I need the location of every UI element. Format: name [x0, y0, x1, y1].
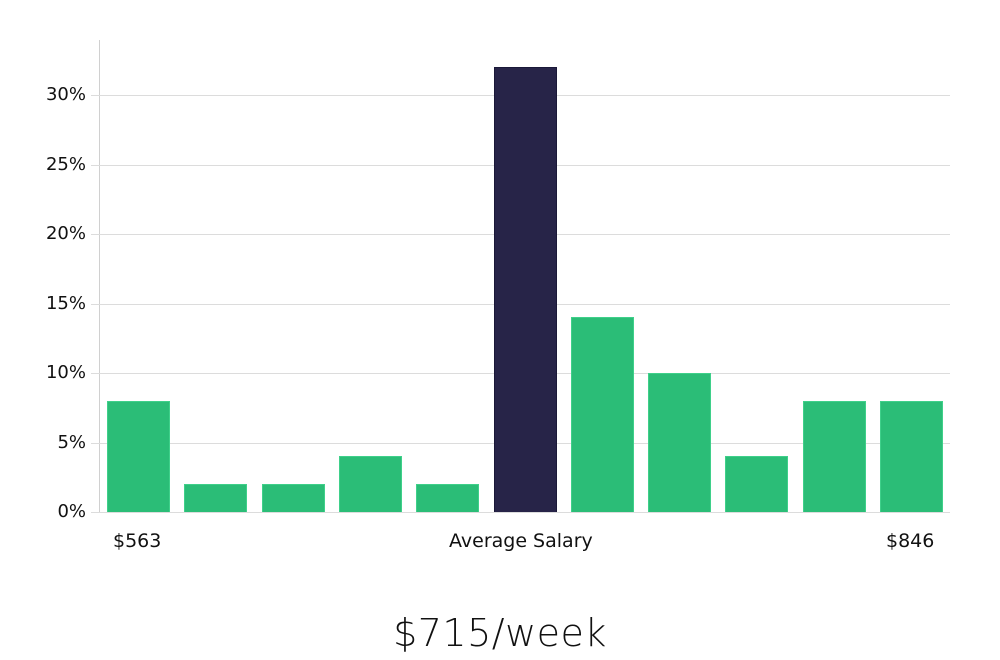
x-label-max: $846 [886, 530, 935, 552]
y-tick-label: 5% [57, 432, 86, 453]
histogram-bar [184, 484, 247, 512]
y-tick-label: 10% [45, 362, 86, 383]
y-tick-label: 0% [57, 501, 86, 522]
histogram-bar [725, 456, 788, 512]
histogram-bar [107, 401, 170, 512]
y-tick-label: 30% [45, 84, 86, 105]
histogram-bar [880, 401, 943, 512]
histogram-bar [648, 373, 711, 512]
y-tick-label: 15% [45, 293, 86, 314]
histogram-bar [416, 484, 479, 512]
histogram-bar [262, 484, 325, 512]
histogram-bar [571, 317, 634, 512]
average-salary-bar [494, 67, 557, 512]
x-label-center: Average Salary [449, 530, 593, 552]
x-label-min: $563 [113, 530, 162, 552]
histogram-bar [803, 401, 866, 512]
y-axis-line [99, 40, 100, 512]
histogram-bar [339, 456, 402, 512]
y-tick-label: 20% [45, 223, 86, 244]
gridline [91, 512, 950, 513]
average-salary-value: $715/week [393, 611, 607, 655]
y-tick-label: 25% [45, 154, 86, 175]
